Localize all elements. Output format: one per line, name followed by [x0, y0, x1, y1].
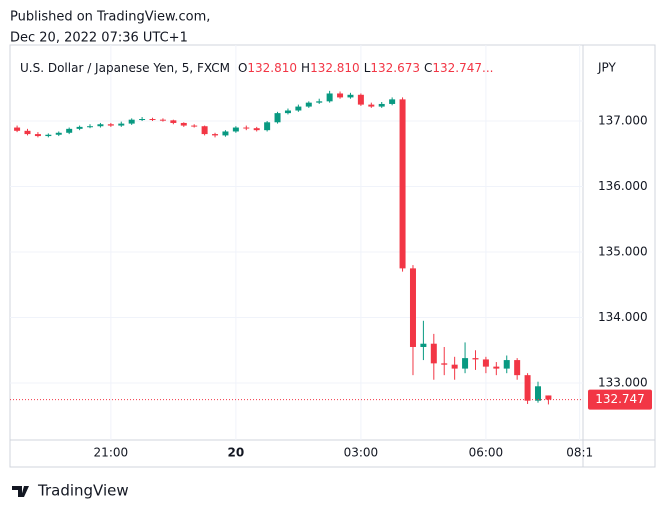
x-tick-label: 03:00 [344, 446, 379, 460]
candle-body [284, 110, 291, 114]
candle-body [34, 134, 41, 137]
candle-body [326, 93, 333, 102]
brand-name: TradingView [37, 482, 129, 500]
candle-body [128, 119, 135, 124]
candle-body [87, 126, 94, 128]
candle-body [389, 99, 396, 104]
ellipsis: ... [482, 61, 493, 75]
candle-body [534, 386, 541, 401]
candle-body [118, 123, 125, 126]
candle-body [55, 132, 62, 135]
candle-body [305, 102, 312, 107]
candle-body [503, 360, 510, 369]
symbol-title: U.S. Dollar / Japanese Yen, 5, FXCM [20, 61, 230, 75]
ohlc-value: 132.810 [310, 61, 360, 75]
candle-body [378, 103, 385, 107]
candle-body [159, 119, 166, 121]
candle-body [97, 124, 104, 127]
candle-body [409, 268, 416, 347]
candle-body [441, 363, 448, 365]
candle-body [316, 101, 323, 103]
ohlc-value: 132.747 [432, 61, 482, 75]
candle-body [430, 343, 437, 364]
timestamp: Dec 20, 2022 07:36 UTC+1 [10, 31, 188, 46]
brand-logo [12, 486, 29, 497]
candle-body [180, 122, 187, 126]
ohlc-key: O [238, 61, 247, 75]
candle-body [420, 343, 427, 347]
candle-body [45, 134, 52, 137]
x-tick-label: 21:00 [94, 446, 129, 460]
candle-body [357, 94, 364, 105]
candle-body [493, 366, 500, 369]
candle-body [76, 126, 83, 129]
candle-body [66, 128, 73, 133]
candle-body [24, 130, 31, 135]
candle-body [524, 375, 531, 401]
candle-body [482, 359, 489, 367]
x-tick-label: 20 [228, 446, 245, 460]
candle-body [222, 131, 229, 136]
candles [14, 90, 552, 405]
x-tick-label: 08:1 [566, 446, 593, 460]
candle-body [170, 120, 177, 123]
candle-body [337, 93, 344, 98]
candle-body [14, 127, 21, 131]
candle-body [191, 125, 198, 127]
candle-body [149, 119, 156, 121]
candle-body [545, 395, 552, 400]
candle-body [347, 94, 354, 98]
ohlc-key: C [424, 61, 432, 75]
candle-body [212, 134, 219, 136]
y-tick-label: 134.000 [598, 310, 648, 324]
y-tick-label: 137.000 [598, 113, 648, 127]
last-price-label: 132.747 [595, 392, 645, 406]
legend: U.S. Dollar / Japanese Yen, 5, FXCM O132.… [20, 61, 493, 75]
candle-body [243, 127, 250, 129]
candle-body [514, 360, 521, 376]
candle-body [295, 106, 302, 111]
ohlc-value: 132.673 [370, 61, 420, 75]
y-tick-label: 136.000 [598, 179, 648, 193]
candle-body [253, 128, 260, 131]
candle-body [232, 127, 239, 132]
last-price-tag [588, 389, 652, 410]
candle-body [451, 364, 458, 369]
published-text: Published on TradingView.com, [10, 10, 210, 25]
candle-body [472, 358, 479, 360]
chart-frame [9, 44, 656, 468]
x-tick-label: 06:00 [469, 446, 504, 460]
candle-body [107, 124, 114, 126]
y-tick-label: 135.000 [598, 244, 648, 258]
y-tick-label: 133.000 [598, 376, 648, 390]
candle-body [462, 358, 469, 369]
ohlc-value: 132.810 [247, 61, 297, 75]
candle-body [264, 122, 271, 131]
candle-body [399, 99, 406, 269]
candle-body [368, 104, 375, 107]
candle-body [274, 113, 281, 123]
ohlc-key: H [301, 61, 310, 75]
ohlc-key: L [364, 61, 371, 75]
candle-body [201, 126, 208, 135]
brand: TradingView [12, 482, 129, 500]
currency-label: JPY [597, 61, 617, 75]
candle-body [139, 119, 146, 121]
